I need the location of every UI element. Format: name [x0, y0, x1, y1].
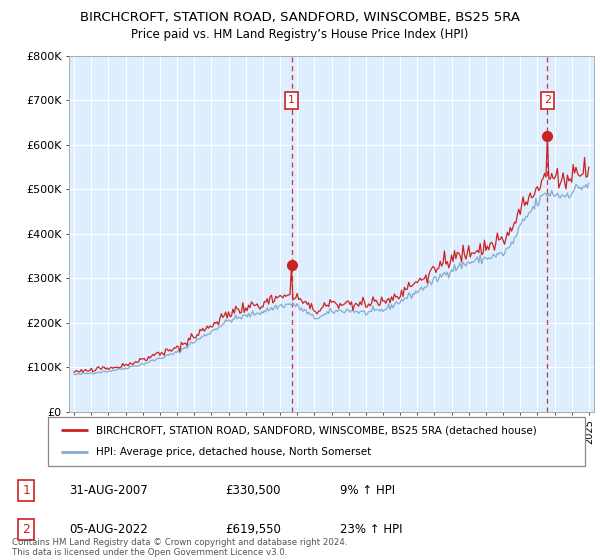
Text: 2: 2: [22, 523, 31, 536]
Text: BIRCHCROFT, STATION ROAD, SANDFORD, WINSCOMBE, BS25 5RA: BIRCHCROFT, STATION ROAD, SANDFORD, WINS…: [80, 11, 520, 24]
Text: HPI: Average price, detached house, North Somerset: HPI: Average price, detached house, Nort…: [97, 447, 371, 457]
Text: 2: 2: [544, 95, 551, 105]
Text: £619,550: £619,550: [225, 523, 281, 536]
Text: £330,500: £330,500: [225, 484, 281, 497]
Text: 31-AUG-2007: 31-AUG-2007: [70, 484, 148, 497]
Text: 1: 1: [22, 484, 31, 497]
Text: 9% ↑ HPI: 9% ↑ HPI: [340, 484, 395, 497]
Text: 23% ↑ HPI: 23% ↑ HPI: [340, 523, 403, 536]
Text: 1: 1: [288, 95, 295, 105]
Text: 05-AUG-2022: 05-AUG-2022: [70, 523, 148, 536]
Text: Price paid vs. HM Land Registry’s House Price Index (HPI): Price paid vs. HM Land Registry’s House …: [131, 29, 469, 41]
Text: BIRCHCROFT, STATION ROAD, SANDFORD, WINSCOMBE, BS25 5RA (detached house): BIRCHCROFT, STATION ROAD, SANDFORD, WINS…: [97, 426, 537, 436]
Text: Contains HM Land Registry data © Crown copyright and database right 2024.
This d: Contains HM Land Registry data © Crown c…: [12, 538, 347, 557]
